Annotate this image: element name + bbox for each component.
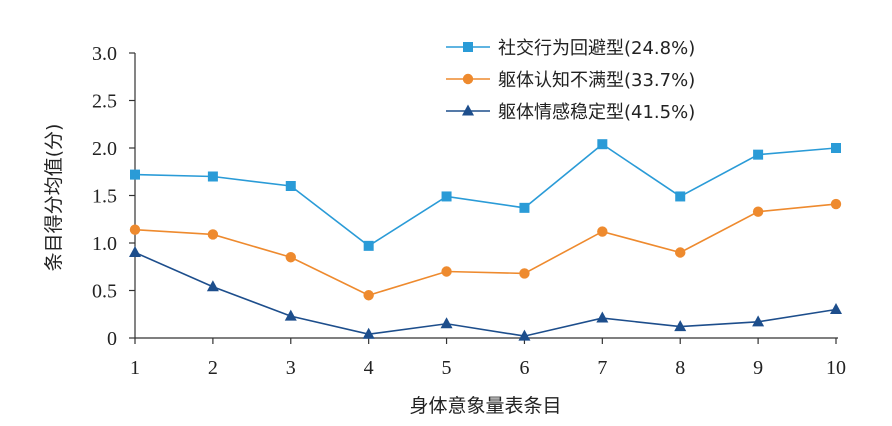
x-ticks: 1 2 3 4 5 6 7 8 9 10 (130, 338, 846, 379)
data-point (207, 229, 219, 240)
data-point (519, 268, 530, 279)
y-ticks: 0 0.5 1.0 1.5 2.0 2.5 3.0 (92, 43, 135, 350)
legend-label: 社交行为回避型(24.8%) (498, 38, 695, 59)
data-point (518, 329, 531, 341)
legend-marker (462, 104, 474, 116)
x-tick-label: 7 (597, 357, 607, 379)
y-tick-label: 3.0 (92, 43, 117, 65)
data-point (284, 309, 297, 321)
x-axis-title: 身体意象量表条目 (409, 395, 561, 417)
data-point (206, 280, 219, 292)
x-tick-label: 5 (442, 357, 452, 379)
data-point (285, 252, 296, 263)
data-point (830, 303, 842, 314)
legend-label: 躯体情感稳定型(41.5%) (498, 102, 695, 123)
data-point (752, 206, 764, 217)
legend-item: 躯体情感稳定型(41.5%) (446, 102, 695, 123)
data-point (675, 247, 686, 258)
data-point (752, 315, 765, 327)
y-tick-label: 1.5 (92, 186, 117, 208)
data-point (129, 224, 141, 235)
data-point (831, 143, 841, 153)
data-point (597, 226, 608, 237)
series-3 (129, 246, 842, 341)
legend-marker (463, 42, 473, 52)
series-line (134, 143, 837, 247)
y-tick-label: 0 (107, 328, 117, 350)
series-1 (130, 139, 841, 251)
y-axis-title: 条目得分均值(分) (43, 124, 65, 272)
data-point (362, 327, 375, 339)
x-tick-label: 9 (753, 357, 763, 379)
x-tick-label: 2 (208, 357, 218, 379)
data-point (519, 202, 530, 213)
legend-item: 社交行为回避型(24.8%) (446, 38, 695, 59)
legend-marker (462, 73, 474, 85)
data-point (674, 320, 687, 332)
data-point (440, 317, 453, 329)
data-point (207, 171, 218, 182)
data-point (130, 169, 140, 180)
legend-item: 躯体认知不满型(33.7%) (446, 70, 695, 91)
x-tick-label: 6 (519, 357, 529, 379)
series-2 (129, 198, 842, 301)
data-point (129, 246, 141, 257)
data-point (363, 290, 374, 301)
y-tick-label: 2.5 (92, 91, 117, 113)
legend-label: 躯体认知不满型(33.7%) (498, 70, 695, 91)
y-tick-label: 1.0 (92, 233, 117, 255)
legend: 社交行为回避型(24.8%) 躯体认知不满型(33.7%) 躯体情感稳定型(41.5… (446, 38, 695, 123)
series-group (129, 139, 842, 341)
y-tick-label: 0.5 (92, 281, 117, 303)
data-point (363, 240, 374, 251)
x-tick-label: 10 (826, 357, 846, 379)
data-point (830, 198, 842, 210)
data-point (753, 149, 764, 160)
series-line (134, 251, 837, 337)
x-tick-label: 3 (286, 357, 296, 379)
data-point (285, 181, 296, 191)
x-tick-label: 4 (364, 357, 374, 379)
data-point (441, 266, 452, 277)
data-point (675, 191, 686, 202)
x-tick-label: 1 (130, 357, 140, 379)
x-tick-label: 8 (675, 357, 685, 379)
data-point (441, 191, 452, 202)
data-point (597, 139, 608, 150)
data-point (596, 311, 609, 323)
axes (134, 53, 838, 339)
y-tick-label: 2.0 (92, 138, 117, 160)
series-line (134, 203, 837, 297)
